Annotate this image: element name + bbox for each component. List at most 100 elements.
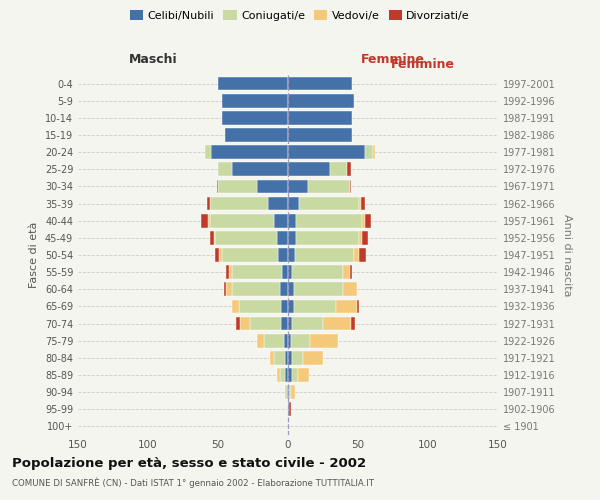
- Bar: [288, 402, 289, 416]
- Bar: [257, 180, 288, 194]
- Bar: [222, 94, 288, 108]
- Bar: [226, 282, 232, 296]
- Bar: [296, 231, 359, 244]
- Bar: [310, 334, 338, 347]
- Bar: [323, 316, 351, 330]
- Bar: [347, 162, 351, 176]
- Bar: [308, 180, 350, 194]
- Bar: [232, 162, 288, 176]
- Bar: [218, 76, 288, 90]
- Bar: [351, 316, 355, 330]
- Bar: [281, 300, 288, 314]
- Bar: [288, 282, 293, 296]
- Bar: [288, 180, 308, 194]
- Bar: [281, 316, 288, 330]
- Bar: [295, 248, 354, 262]
- Bar: [288, 368, 292, 382]
- Bar: [288, 196, 299, 210]
- Bar: [292, 368, 298, 382]
- Bar: [289, 386, 291, 399]
- Bar: [277, 231, 288, 244]
- Bar: [209, 196, 268, 210]
- Bar: [264, 334, 284, 347]
- Bar: [288, 146, 365, 159]
- Bar: [361, 196, 365, 210]
- Bar: [288, 351, 292, 364]
- Bar: [278, 248, 288, 262]
- Bar: [296, 214, 362, 228]
- Bar: [268, 196, 288, 210]
- Bar: [304, 351, 323, 364]
- Bar: [218, 162, 232, 176]
- Bar: [225, 128, 288, 142]
- Bar: [214, 231, 215, 244]
- Bar: [291, 386, 295, 399]
- Bar: [288, 266, 292, 279]
- Bar: [232, 266, 283, 279]
- Bar: [359, 248, 367, 262]
- Bar: [292, 266, 343, 279]
- Bar: [288, 300, 293, 314]
- Bar: [362, 214, 365, 228]
- Bar: [288, 334, 291, 347]
- Bar: [232, 300, 239, 314]
- Bar: [293, 300, 335, 314]
- Bar: [218, 180, 257, 194]
- Bar: [208, 214, 209, 228]
- Bar: [362, 231, 368, 244]
- Bar: [292, 316, 323, 330]
- Bar: [285, 351, 288, 364]
- Bar: [205, 146, 211, 159]
- Legend: Celibi/Nubili, Coniugati/e, Vedovi/e, Divorziati/e: Celibi/Nubili, Coniugati/e, Vedovi/e, Di…: [128, 8, 472, 23]
- Bar: [257, 334, 264, 347]
- Bar: [373, 146, 375, 159]
- Bar: [298, 368, 309, 382]
- Bar: [220, 248, 222, 262]
- Text: Femmine: Femmine: [361, 53, 425, 66]
- Bar: [343, 266, 350, 279]
- Bar: [280, 368, 285, 382]
- Bar: [292, 351, 304, 364]
- Bar: [335, 300, 356, 314]
- Bar: [350, 180, 351, 194]
- Bar: [356, 300, 359, 314]
- Bar: [343, 282, 356, 296]
- Bar: [288, 162, 330, 176]
- Bar: [241, 316, 250, 330]
- Bar: [222, 111, 288, 124]
- Bar: [291, 334, 310, 347]
- Bar: [222, 248, 278, 262]
- Bar: [365, 214, 371, 228]
- Bar: [209, 214, 274, 228]
- Bar: [211, 146, 288, 159]
- Text: COMUNE DI SANFRÈ (CN) - Dati ISTAT 1° gennaio 2002 - Elaborazione TUTTITALIA.IT: COMUNE DI SANFRÈ (CN) - Dati ISTAT 1° ge…: [12, 478, 374, 488]
- Bar: [288, 128, 352, 142]
- Bar: [250, 316, 281, 330]
- Text: Maschi: Maschi: [129, 53, 178, 66]
- Bar: [288, 111, 352, 124]
- Bar: [232, 282, 280, 296]
- Bar: [288, 214, 296, 228]
- Bar: [226, 266, 229, 279]
- Bar: [288, 316, 292, 330]
- Bar: [274, 214, 288, 228]
- Bar: [354, 248, 359, 262]
- Text: Femmine: Femmine: [391, 58, 454, 71]
- Bar: [350, 266, 352, 279]
- Bar: [207, 196, 209, 210]
- Bar: [277, 368, 280, 382]
- Bar: [285, 386, 287, 399]
- Bar: [365, 146, 373, 159]
- Bar: [236, 316, 241, 330]
- Bar: [287, 386, 288, 399]
- Bar: [270, 351, 274, 364]
- Bar: [288, 248, 295, 262]
- Bar: [217, 180, 218, 194]
- Bar: [299, 196, 359, 210]
- Bar: [209, 231, 214, 244]
- Bar: [215, 248, 220, 262]
- Bar: [293, 282, 343, 296]
- Bar: [285, 368, 288, 382]
- Bar: [280, 282, 288, 296]
- Bar: [289, 402, 291, 416]
